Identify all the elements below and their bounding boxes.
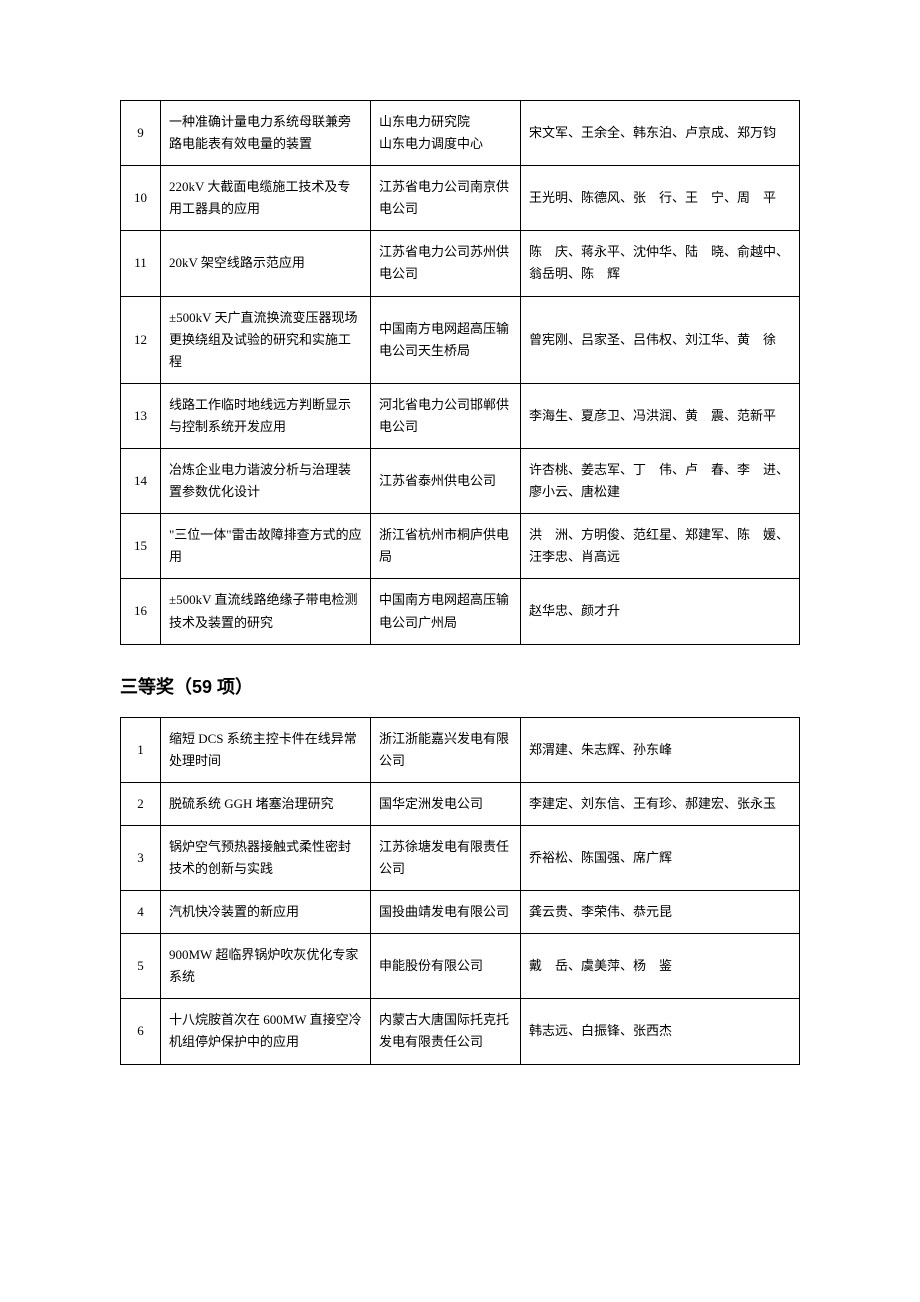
organization: 中国南方电网超高压输电公司广州局	[371, 579, 521, 644]
row-number: 4	[121, 891, 161, 934]
organization: 浙江浙能嘉兴发电有限公司	[371, 717, 521, 782]
people: 王光明、陈德风、张 行、王 宁、周 平	[521, 166, 800, 231]
organization: 浙江省杭州市桐庐供电局	[371, 514, 521, 579]
row-number: 6	[121, 999, 161, 1064]
row-number: 9	[121, 101, 161, 166]
project-name: 缩短 DCS 系统主控卡件在线异常处理时间	[161, 717, 371, 782]
table-row: 1120kV 架空线路示范应用江苏省电力公司苏州供电公司陈 庆、蒋永平、沈仲华、…	[121, 231, 800, 296]
people: 韩志远、白振锋、张西杰	[521, 999, 800, 1064]
table-row: 12±500kV 天广直流换流变压器现场更换绕组及试验的研究和实施工程中国南方电…	[121, 296, 800, 383]
table-row: 15"三位一体"雷击故障排查方式的应用浙江省杭州市桐庐供电局洪 洲、方明俊、范红…	[121, 514, 800, 579]
project-name: ±500kV 天广直流换流变压器现场更换绕组及试验的研究和实施工程	[161, 296, 371, 383]
project-name: 20kV 架空线路示范应用	[161, 231, 371, 296]
row-number: 1	[121, 717, 161, 782]
organization: 江苏徐塘发电有限责任公司	[371, 825, 521, 890]
organization: 内蒙古大唐国际托克托发电有限责任公司	[371, 999, 521, 1064]
project-name: 锅炉空气预热器接触式柔性密封技术的创新与实践	[161, 825, 371, 890]
awards-table-1: 9一种准确计量电力系统母联兼旁路电能表有效电量的装置山东电力研究院 山东电力调度…	[120, 100, 800, 645]
project-name: 220kV 大截面电缆施工技术及专用工器具的应用	[161, 166, 371, 231]
section-heading: 三等奖（59 项）	[120, 673, 800, 699]
project-name: "三位一体"雷击故障排查方式的应用	[161, 514, 371, 579]
project-name: 汽机快冷装置的新应用	[161, 891, 371, 934]
project-name: 冶炼企业电力谐波分析与治理装置参数优化设计	[161, 449, 371, 514]
table-row: 3锅炉空气预热器接触式柔性密封技术的创新与实践江苏徐塘发电有限责任公司乔裕松、陈…	[121, 825, 800, 890]
people: 李海生、夏彦卫、冯洪润、黄 震、范新平	[521, 383, 800, 448]
people: 李建定、刘东信、王有珍、郝建宏、张永玉	[521, 782, 800, 825]
organization: 中国南方电网超高压输电公司天生桥局	[371, 296, 521, 383]
people: 郑渭建、朱志辉、孙东峰	[521, 717, 800, 782]
organization: 山东电力研究院 山东电力调度中心	[371, 101, 521, 166]
organization: 江苏省电力公司南京供电公司	[371, 166, 521, 231]
table-row: 4汽机快冷装置的新应用国投曲靖发电有限公司龚云贵、李荣伟、恭元昆	[121, 891, 800, 934]
organization: 申能股份有限公司	[371, 934, 521, 999]
row-number: 3	[121, 825, 161, 890]
people: 洪 洲、方明俊、范红星、郑建军、陈 媛、汪李忠、肖高远	[521, 514, 800, 579]
table-row: 2脱硫系统 GGH 堵塞治理研究国华定洲发电公司李建定、刘东信、王有珍、郝建宏、…	[121, 782, 800, 825]
row-number: 15	[121, 514, 161, 579]
organization: 国华定洲发电公司	[371, 782, 521, 825]
organization: 国投曲靖发电有限公司	[371, 891, 521, 934]
people: 曾宪刚、吕家圣、吕伟权、刘江华、黄 徐	[521, 296, 800, 383]
awards-table-2: 1缩短 DCS 系统主控卡件在线异常处理时间浙江浙能嘉兴发电有限公司郑渭建、朱志…	[120, 717, 800, 1065]
people: 陈 庆、蒋永平、沈仲华、陆 晓、俞越中、翁岳明、陈 辉	[521, 231, 800, 296]
organization: 江苏省泰州供电公司	[371, 449, 521, 514]
table-row: 14冶炼企业电力谐波分析与治理装置参数优化设计江苏省泰州供电公司许杏桃、姜志军、…	[121, 449, 800, 514]
people: 赵华忠、颜才升	[521, 579, 800, 644]
table-2-body: 1缩短 DCS 系统主控卡件在线异常处理时间浙江浙能嘉兴发电有限公司郑渭建、朱志…	[121, 717, 800, 1064]
people: 乔裕松、陈国强、席广辉	[521, 825, 800, 890]
table-row: 1缩短 DCS 系统主控卡件在线异常处理时间浙江浙能嘉兴发电有限公司郑渭建、朱志…	[121, 717, 800, 782]
table-row: 13线路工作临时地线远方判断显示与控制系统开发应用河北省电力公司邯郸供电公司李海…	[121, 383, 800, 448]
row-number: 5	[121, 934, 161, 999]
row-number: 16	[121, 579, 161, 644]
people: 戴 岳、虞美萍、杨 鉴	[521, 934, 800, 999]
row-number: 13	[121, 383, 161, 448]
table-row: 16±500kV 直流线路绝缘子带电检测技术及装置的研究中国南方电网超高压输电公…	[121, 579, 800, 644]
row-number: 12	[121, 296, 161, 383]
project-name: 线路工作临时地线远方判断显示与控制系统开发应用	[161, 383, 371, 448]
people: 宋文军、王余全、韩东泊、卢京成、郑万钧	[521, 101, 800, 166]
table-row: 5900MW 超临界锅炉吹灰优化专家系统申能股份有限公司戴 岳、虞美萍、杨 鉴	[121, 934, 800, 999]
table-1-body: 9一种准确计量电力系统母联兼旁路电能表有效电量的装置山东电力研究院 山东电力调度…	[121, 101, 800, 645]
people: 龚云贵、李荣伟、恭元昆	[521, 891, 800, 934]
table-row: 6十八烷胺首次在 600MW 直接空冷机组停炉保护中的应用内蒙古大唐国际托克托发…	[121, 999, 800, 1064]
row-number: 2	[121, 782, 161, 825]
row-number: 11	[121, 231, 161, 296]
people: 许杏桃、姜志军、丁 伟、卢 春、李 进、廖小云、唐松建	[521, 449, 800, 514]
row-number: 14	[121, 449, 161, 514]
project-name: 脱硫系统 GGH 堵塞治理研究	[161, 782, 371, 825]
organization: 江苏省电力公司苏州供电公司	[371, 231, 521, 296]
table-row: 9一种准确计量电力系统母联兼旁路电能表有效电量的装置山东电力研究院 山东电力调度…	[121, 101, 800, 166]
organization: 河北省电力公司邯郸供电公司	[371, 383, 521, 448]
project-name: 900MW 超临界锅炉吹灰优化专家系统	[161, 934, 371, 999]
row-number: 10	[121, 166, 161, 231]
project-name: 一种准确计量电力系统母联兼旁路电能表有效电量的装置	[161, 101, 371, 166]
project-name: 十八烷胺首次在 600MW 直接空冷机组停炉保护中的应用	[161, 999, 371, 1064]
table-row: 10220kV 大截面电缆施工技术及专用工器具的应用江苏省电力公司南京供电公司王…	[121, 166, 800, 231]
project-name: ±500kV 直流线路绝缘子带电检测技术及装置的研究	[161, 579, 371, 644]
